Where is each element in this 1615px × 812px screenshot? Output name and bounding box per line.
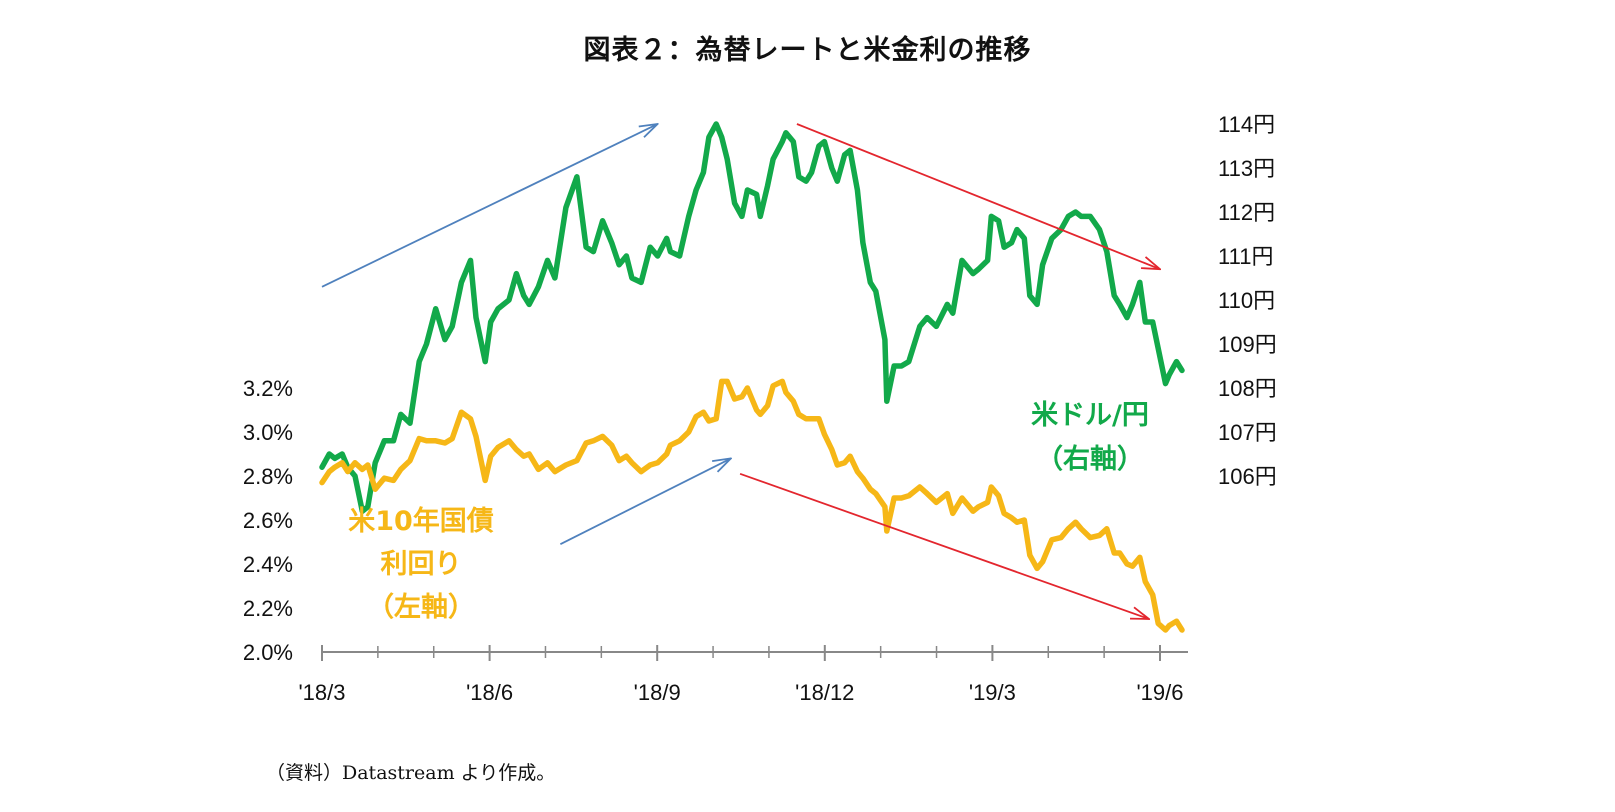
y-left-tick-label: 3.0% [243, 420, 293, 445]
us10y-series-label: （左軸） [367, 592, 475, 623]
y-right-tick-label: 106円 [1218, 464, 1277, 489]
y-right-tick-label: 109円 [1218, 332, 1277, 357]
y-axis-left: 2.0% 2.2% 2.4% 2.6% 2.8% 3.0% 3.2% [243, 376, 293, 665]
uptrend-arrow [559, 458, 731, 546]
y-right-tick-label: 113円 [1218, 156, 1275, 181]
x-axis: '18/3 '18/6 '18/9 '18/12 '19/3 '19/6 [298, 645, 1188, 705]
uptrend-arrow [321, 124, 658, 288]
x-tick-label: '19/6 [1136, 680, 1183, 705]
chart-title: 図表２：為替レートと米金利の推移 [583, 35, 1032, 66]
usdjpy-series-label: （右軸） [1036, 444, 1144, 475]
us10y-series-label: 利回り [381, 549, 462, 580]
y-left-tick-label: 2.4% [243, 552, 293, 577]
downtrend-arrow [796, 123, 1160, 269]
y-left-tick-label: 2.0% [243, 640, 293, 665]
source-note: （資料）Datastream より作成。 [266, 762, 556, 784]
y-right-tick-label: 110円 [1218, 288, 1275, 313]
usdjpy-series-label: 米ドル/円 [1031, 400, 1149, 431]
y-left-tick-label: 2.8% [243, 464, 293, 489]
y-right-tick-label: 114円 [1218, 112, 1275, 137]
usdjpy-series-line [319, 121, 1185, 514]
us10y-series-label: 米10年国債 [348, 505, 494, 537]
x-tick-label: '18/9 [634, 680, 681, 705]
y-left-tick-label: 2.2% [243, 596, 293, 621]
y-right-tick-label: 107円 [1218, 420, 1277, 445]
y-right-tick-label: 108円 [1218, 376, 1277, 401]
x-tick-label: '18/6 [466, 680, 513, 705]
y-right-tick-label: 112円 [1218, 200, 1275, 225]
x-tick-label: '18/12 [795, 680, 854, 705]
us10y-yield-series-line [319, 378, 1185, 633]
series-layer [319, 121, 1185, 633]
y-axis-right: 106円 107円 108円 109円 110円 111円 112円 113円 114円 [1218, 112, 1277, 489]
x-tick-label: '18/3 [298, 680, 345, 705]
downtrend-arrow [739, 472, 1149, 619]
y-left-tick-label: 2.6% [243, 508, 293, 533]
trend-arrows [321, 123, 1160, 619]
y-left-tick-label: 3.2% [243, 376, 293, 401]
y-right-tick-label: 111円 [1218, 244, 1273, 269]
x-tick-label: '19/3 [969, 680, 1016, 705]
